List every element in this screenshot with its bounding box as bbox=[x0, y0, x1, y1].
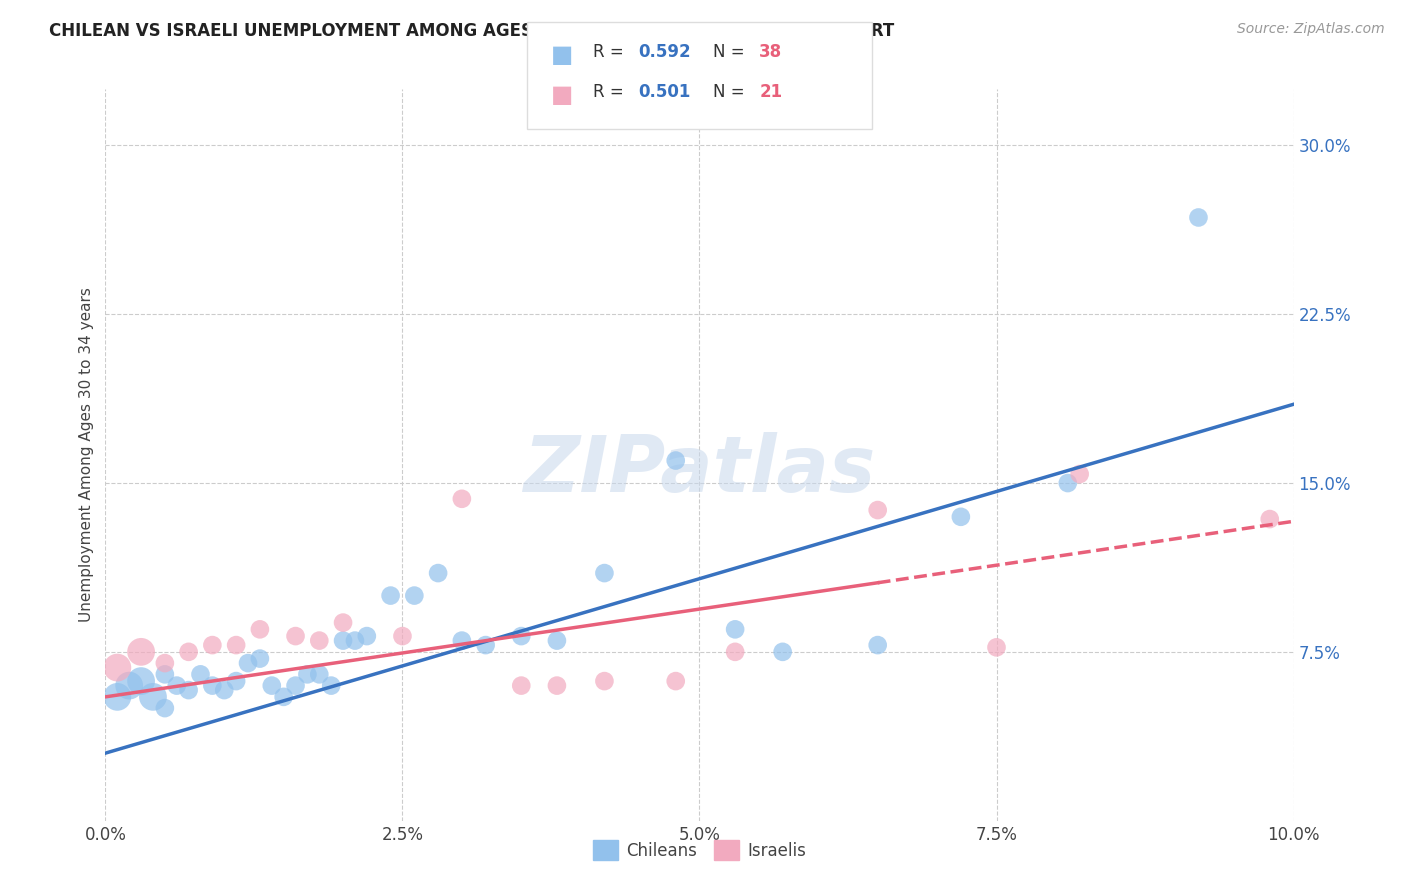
Point bbox=[546, 633, 568, 648]
Point bbox=[142, 690, 165, 704]
Point bbox=[129, 645, 152, 659]
Point bbox=[356, 629, 378, 643]
Point bbox=[772, 645, 794, 659]
Point bbox=[201, 638, 224, 652]
Point bbox=[129, 674, 152, 689]
Point bbox=[225, 674, 247, 689]
Legend: Chileans, Israelis: Chileans, Israelis bbox=[586, 833, 813, 867]
Text: N =: N = bbox=[713, 83, 749, 101]
Point bbox=[321, 679, 343, 693]
Point bbox=[510, 629, 533, 643]
Point bbox=[593, 674, 616, 689]
Text: ■: ■ bbox=[551, 43, 574, 67]
Text: ZIPatlas: ZIPatlas bbox=[523, 432, 876, 508]
Point bbox=[986, 640, 1008, 655]
Point bbox=[593, 566, 616, 580]
Text: R =: R = bbox=[593, 43, 630, 61]
Point bbox=[214, 683, 236, 698]
Point bbox=[273, 690, 295, 704]
Text: CHILEAN VS ISRAELI UNEMPLOYMENT AMONG AGES 30 TO 34 YEARS CORRELATION CHART: CHILEAN VS ISRAELI UNEMPLOYMENT AMONG AG… bbox=[49, 22, 894, 40]
Point bbox=[297, 667, 319, 681]
Point bbox=[153, 656, 176, 670]
Text: ■: ■ bbox=[551, 83, 574, 107]
Text: R =: R = bbox=[593, 83, 630, 101]
Point bbox=[1187, 211, 1209, 225]
Point bbox=[724, 623, 747, 637]
Y-axis label: Unemployment Among Ages 30 to 34 years: Unemployment Among Ages 30 to 34 years bbox=[79, 287, 94, 623]
Point bbox=[177, 683, 200, 698]
Point bbox=[249, 651, 271, 665]
Point bbox=[724, 645, 747, 659]
Point bbox=[665, 674, 688, 689]
Point bbox=[177, 645, 200, 659]
Point bbox=[153, 701, 176, 715]
Point bbox=[510, 679, 533, 693]
Point bbox=[284, 629, 307, 643]
Point bbox=[236, 656, 259, 670]
Point bbox=[450, 491, 472, 506]
Point bbox=[332, 615, 354, 630]
Point bbox=[308, 633, 330, 648]
Point bbox=[546, 679, 568, 693]
Point bbox=[949, 509, 972, 524]
Point bbox=[391, 629, 413, 643]
Point bbox=[153, 667, 176, 681]
Point bbox=[249, 623, 271, 637]
Point bbox=[332, 633, 354, 648]
Point bbox=[201, 679, 224, 693]
Point bbox=[474, 638, 496, 652]
Point bbox=[225, 638, 247, 652]
Text: N =: N = bbox=[713, 43, 749, 61]
Point bbox=[866, 503, 889, 517]
Text: 21: 21 bbox=[759, 83, 782, 101]
Point bbox=[105, 690, 128, 704]
Point bbox=[308, 667, 330, 681]
Point bbox=[343, 633, 366, 648]
Text: 0.501: 0.501 bbox=[638, 83, 690, 101]
Point bbox=[260, 679, 283, 693]
Text: 38: 38 bbox=[759, 43, 782, 61]
Point bbox=[427, 566, 450, 580]
Point bbox=[380, 589, 402, 603]
Point bbox=[1056, 476, 1078, 491]
Point bbox=[404, 589, 426, 603]
Point bbox=[284, 679, 307, 693]
Point bbox=[1258, 512, 1281, 526]
Text: Source: ZipAtlas.com: Source: ZipAtlas.com bbox=[1237, 22, 1385, 37]
Point bbox=[105, 660, 128, 674]
Point bbox=[665, 453, 688, 467]
Text: 0.592: 0.592 bbox=[638, 43, 690, 61]
Point bbox=[1069, 467, 1091, 481]
Point bbox=[866, 638, 889, 652]
Point bbox=[166, 679, 188, 693]
Point bbox=[450, 633, 472, 648]
Point bbox=[118, 679, 141, 693]
Point bbox=[190, 667, 212, 681]
